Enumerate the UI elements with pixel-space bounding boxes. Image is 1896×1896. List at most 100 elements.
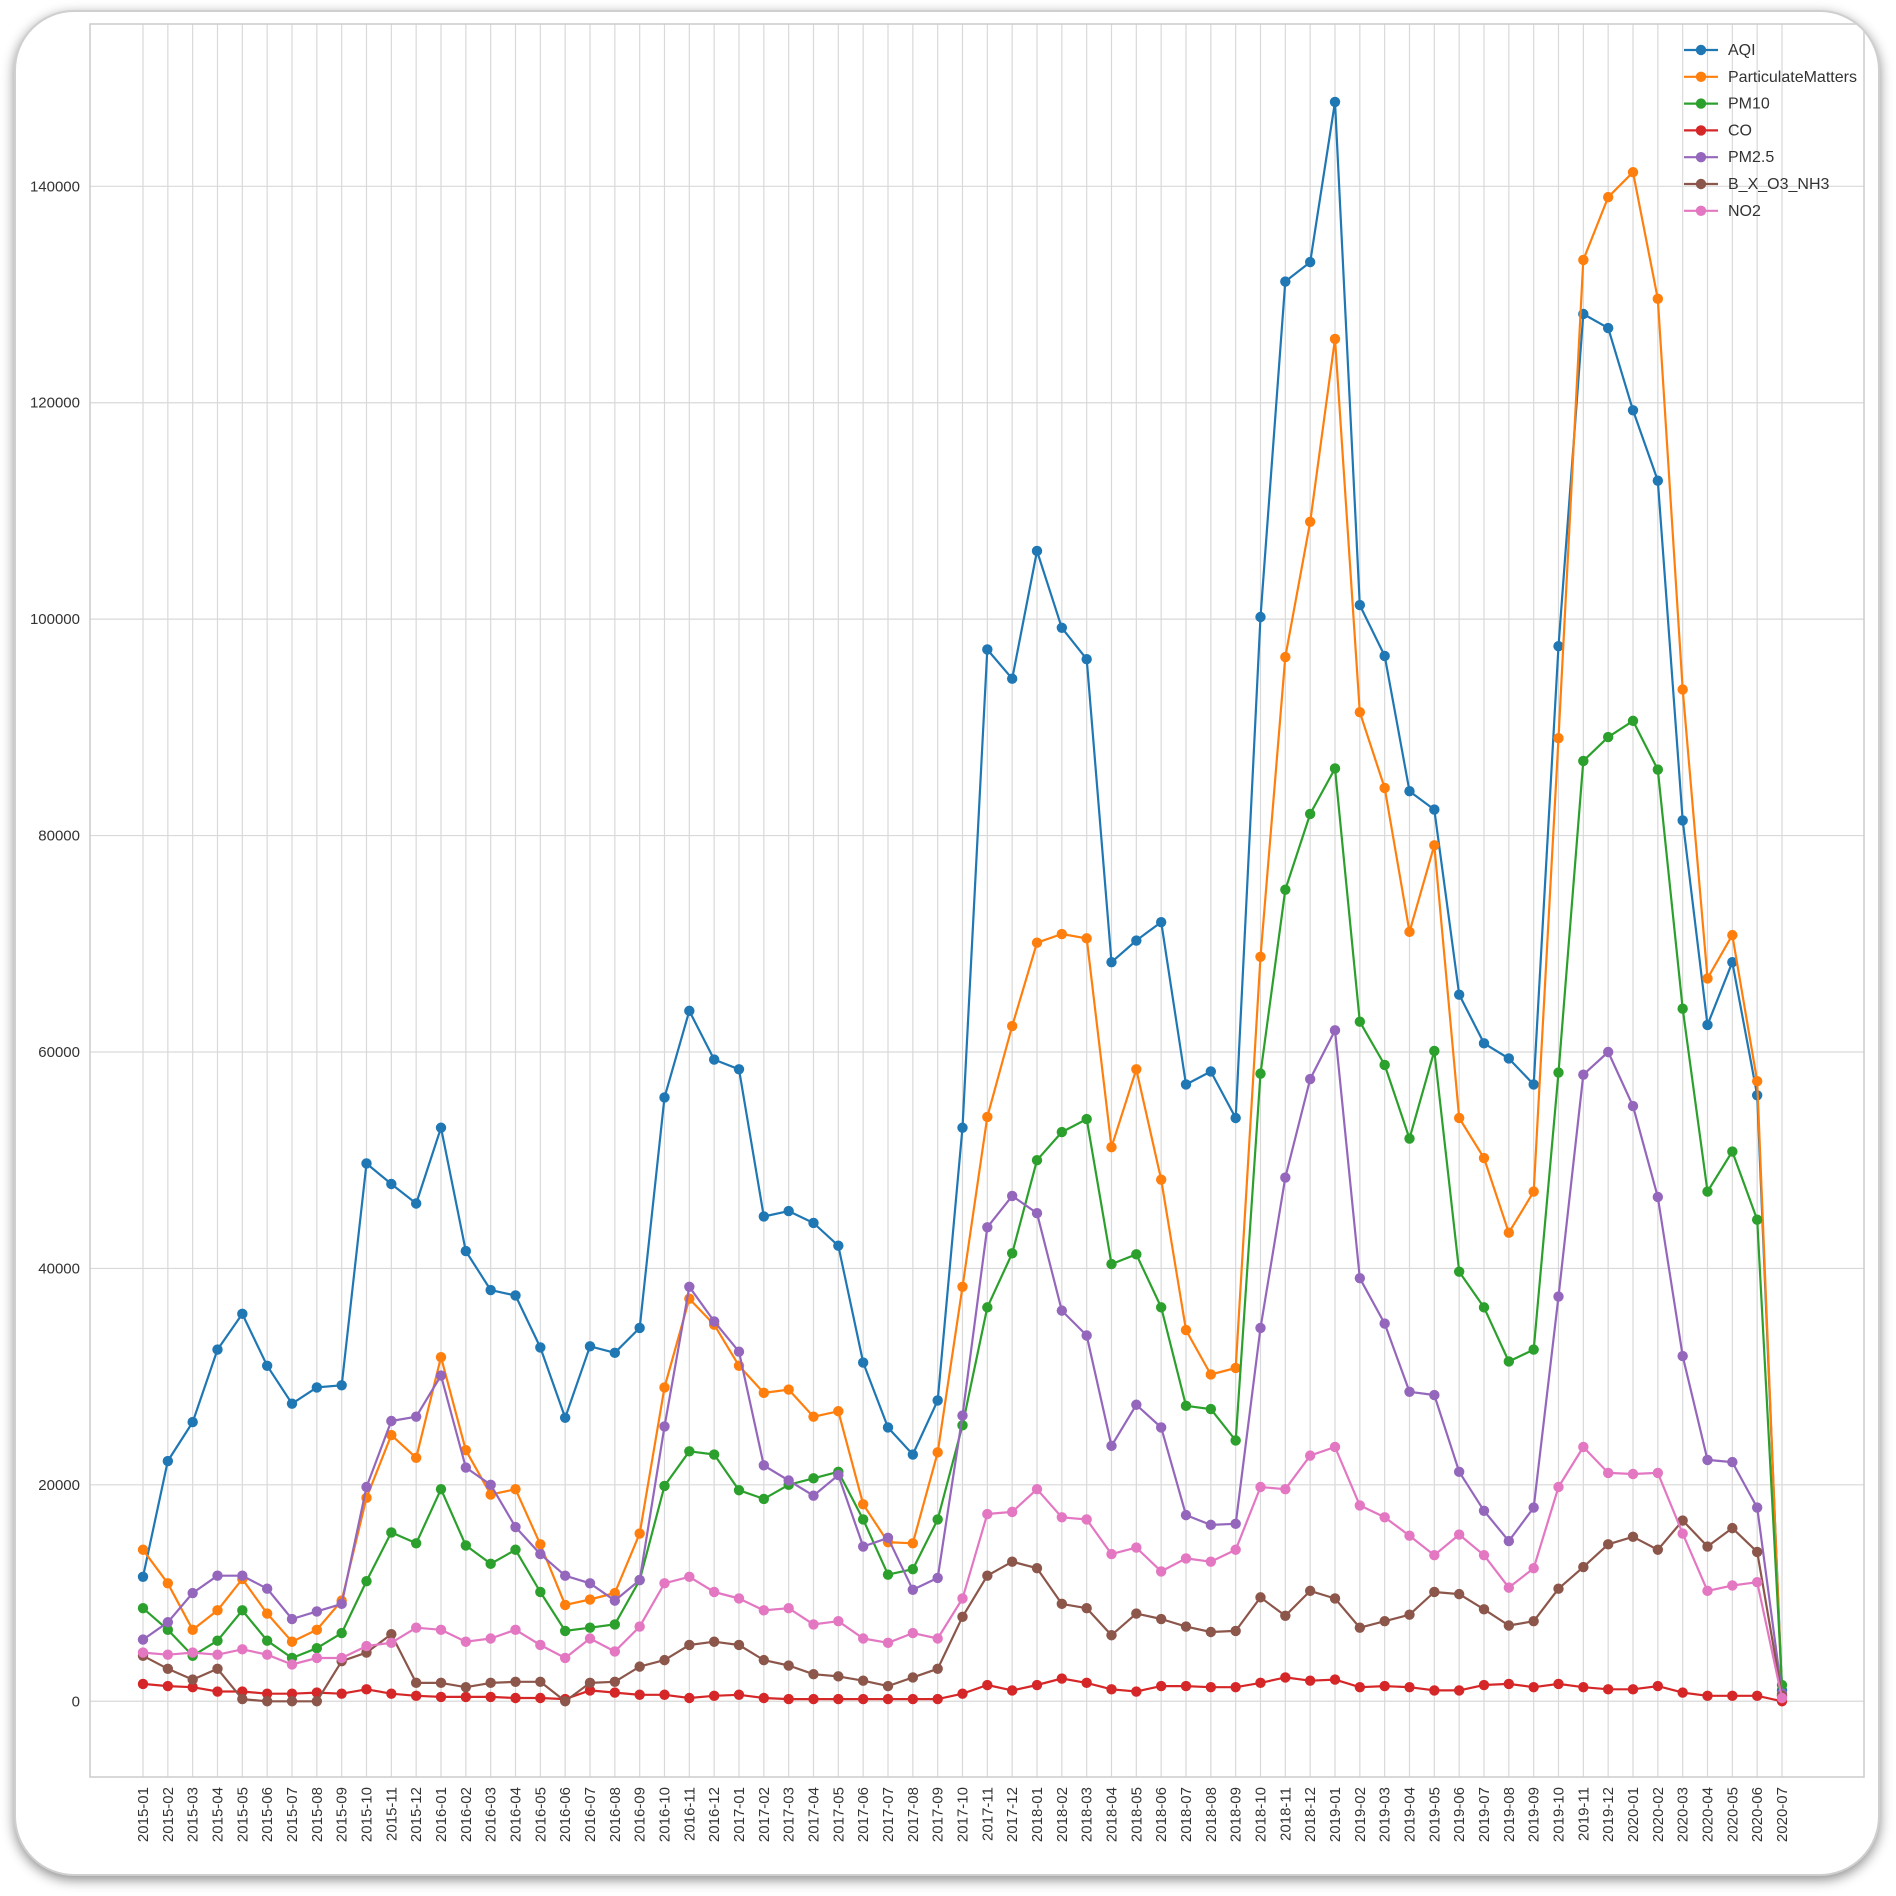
x-tick-label: 2019-05 [1426,1787,1443,1842]
data-point [1329,96,1341,108]
data-point [460,1691,472,1703]
data-point [733,1593,745,1604]
data-point [1031,1155,1043,1166]
data-point [1702,1690,1713,1702]
data-point [1106,956,1117,968]
data-point [1478,1549,1490,1561]
data-point [1478,1604,1490,1615]
x-tick-label: 2019-11 [1575,1787,1592,1841]
x-tick-label: 2015-04 [210,1787,227,1842]
data-point [1453,1112,1465,1124]
data-point [1677,1515,1688,1526]
data-point [311,1696,323,1707]
data-point [485,1677,496,1689]
x-tick-label: 2018-10 [1253,1787,1270,1842]
data-point [758,1493,770,1505]
data-point [137,1647,149,1658]
data-point [1602,191,1614,203]
x-tick-label: 2015-09 [334,1787,351,1842]
x-tick-label: 2016-09 [632,1787,649,1842]
data-point [1727,1690,1738,1702]
x-tick-label: 2017-11 [979,1787,996,1841]
data-point [286,1659,298,1670]
data-point [559,1625,571,1637]
data-point [733,1639,745,1651]
data-point [1106,1684,1117,1695]
data-point [1652,475,1664,486]
data-point [1578,1069,1589,1080]
data-point [535,1539,546,1550]
data-point [336,1598,347,1610]
x-tick-label: 2019-03 [1377,1787,1394,1842]
data-point [1006,673,1018,684]
data-point [833,1671,844,1682]
data-point [286,1696,298,1707]
data-point [907,1672,919,1683]
legend-marker [1695,125,1707,136]
data-point [1006,1248,1018,1259]
data-point [1503,1535,1515,1547]
data-point [187,1674,198,1685]
data-point [1131,1064,1142,1075]
data-point [510,1676,521,1687]
x-tick-label: 2018-01 [1029,1787,1046,1842]
x-tick-label: 2018-07 [1178,1787,1195,1842]
y-tick-label: 140000 [30,178,80,195]
data-point [1677,1350,1688,1362]
data-point [286,1398,298,1409]
data-point [361,1158,372,1169]
data-point [212,1570,223,1581]
data-point [783,1475,794,1486]
data-point [1528,1681,1539,1693]
data-point [410,1452,422,1463]
data-point [932,1447,943,1458]
data-point [1553,732,1564,744]
x-tick-label: 2017-05 [830,1787,847,1842]
data-point [261,1696,273,1707]
data-point [833,1406,844,1417]
data-point [957,1593,968,1604]
data-point [1304,516,1316,527]
data-point [882,1680,894,1692]
x-tick-label: 2017-09 [930,1787,947,1842]
legend-label: NO2 [1728,203,1761,220]
data-point [336,1627,347,1639]
series-AQI [137,96,1788,1696]
data-point [460,1636,472,1647]
data-point [510,1290,521,1301]
y-tick-label: 60000 [38,1044,80,1061]
data-point [1776,1692,1788,1704]
data-point [1578,1681,1589,1693]
data-point [137,1634,149,1645]
data-point [336,1688,347,1699]
data-point [932,1395,943,1406]
x-tick-label: 2020-03 [1675,1787,1692,1842]
data-point [535,1342,546,1353]
data-point [162,1680,174,1692]
data-point [1404,1386,1415,1397]
data-point [1379,1318,1390,1329]
data-point [1553,1291,1564,1302]
legend-marker [1695,205,1707,216]
data-point [708,1449,720,1460]
data-point [1230,1681,1241,1693]
data-point [1106,1630,1117,1641]
data-point [882,1637,894,1649]
data-point [1751,1690,1763,1702]
data-point [1081,1514,1092,1525]
data-point [733,1346,745,1357]
data-point [1627,1531,1639,1542]
data-point [932,1693,943,1705]
data-point [485,1489,496,1500]
data-point [907,1627,919,1639]
data-point [684,1281,695,1293]
data-point [659,1382,670,1393]
data-point [1453,1529,1465,1540]
data-point [212,1663,223,1674]
data-point [510,1692,521,1704]
x-tick-label: 2015-10 [359,1787,376,1842]
data-point [659,1480,670,1492]
data-point [410,1690,422,1702]
data-point [559,1652,571,1664]
data-point [261,1608,273,1619]
